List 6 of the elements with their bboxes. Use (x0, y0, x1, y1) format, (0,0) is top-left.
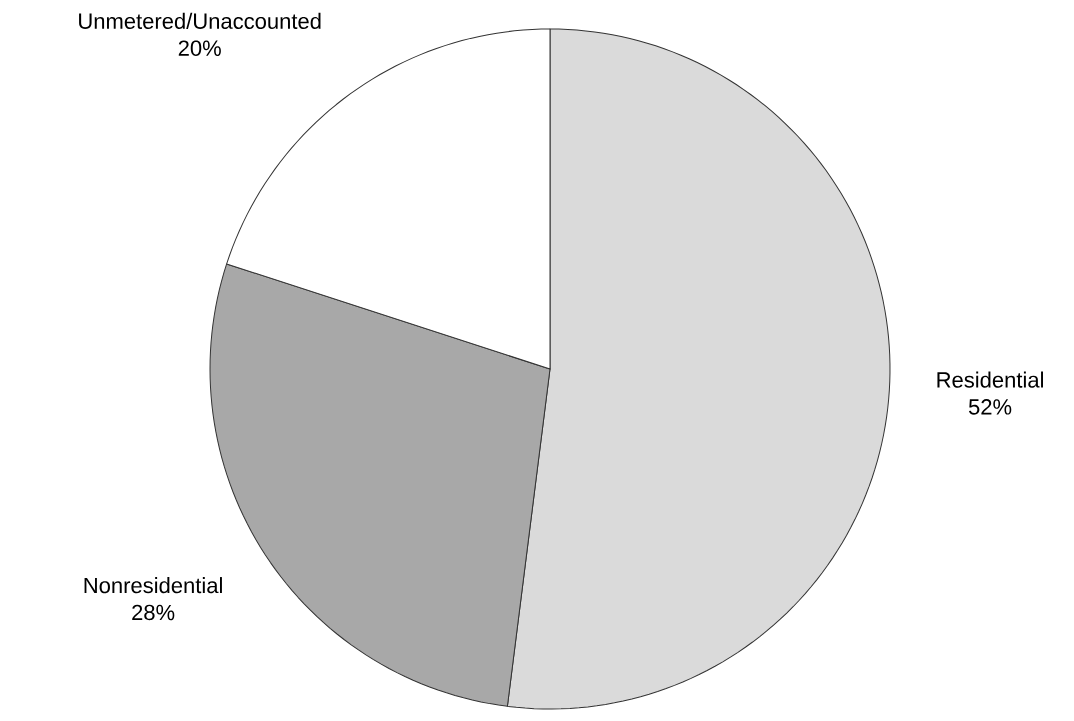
data-label: 52% (968, 399, 1012, 415)
slice-label: Nonresidential (84, 577, 222, 594)
data-label: 28% (132, 604, 175, 621)
slice-label: Unmetered/Unaccounted (79, 12, 321, 29)
data-label: 20% (178, 40, 221, 56)
slice-label: Residential (937, 371, 1043, 388)
